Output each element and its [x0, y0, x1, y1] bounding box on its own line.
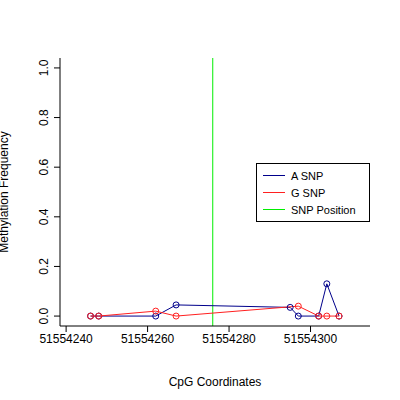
svg-text:CpG Coordinates: CpG Coordinates [169, 375, 262, 389]
svg-text:0.0: 0.0 [37, 307, 51, 324]
svg-text:51554260: 51554260 [121, 332, 175, 346]
svg-text:0.4: 0.4 [37, 208, 51, 225]
svg-text:51554240: 51554240 [39, 332, 93, 346]
svg-text:0.2: 0.2 [37, 258, 51, 275]
svg-text:0.6: 0.6 [37, 159, 51, 176]
svg-text:51554280: 51554280 [202, 332, 256, 346]
svg-text:1.0: 1.0 [37, 59, 51, 76]
svg-text:Methylation Frequency: Methylation Frequency [8, 131, 11, 252]
html-text:A SNP: A SNP [291, 169, 324, 182]
html-text:SNP Position: SNP Position [291, 203, 356, 216]
svg-text:51554300: 51554300 [284, 332, 338, 346]
html-text:G SNP: G SNP [291, 186, 326, 199]
svg-text:0.8: 0.8 [37, 109, 51, 126]
